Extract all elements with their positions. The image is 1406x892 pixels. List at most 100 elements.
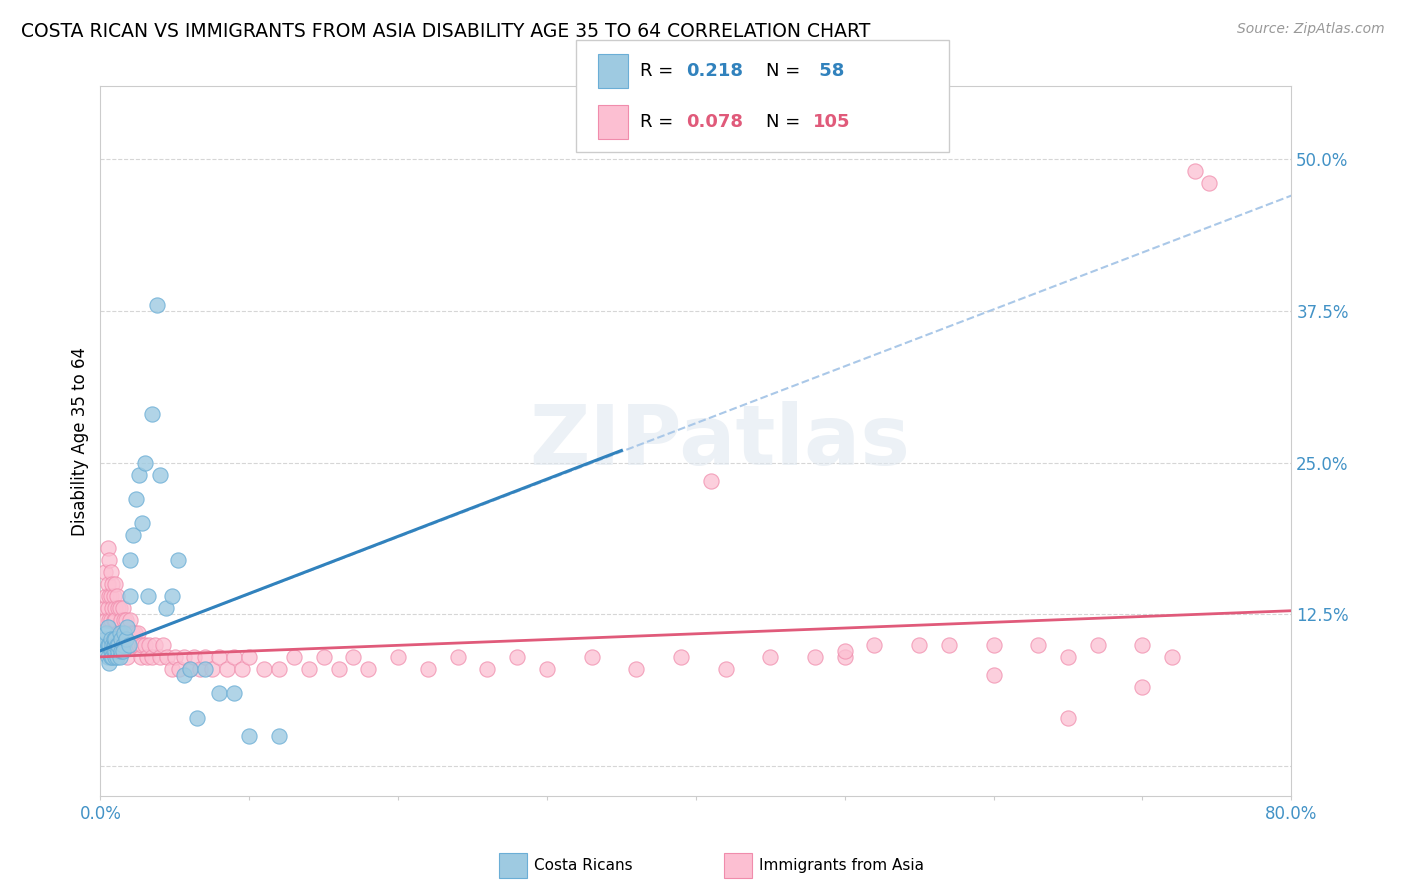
Point <box>149 467 172 482</box>
Point <box>97 619 120 633</box>
Point <box>669 649 692 664</box>
Point <box>107 625 129 640</box>
Point <box>97 649 120 664</box>
Point <box>121 625 143 640</box>
Point <box>96 644 118 658</box>
Point <box>1161 649 1184 664</box>
Point <box>112 614 135 628</box>
Point <box>107 601 129 615</box>
Point <box>97 541 120 555</box>
Point <box>94 638 117 652</box>
Text: 0.078: 0.078 <box>686 113 744 131</box>
Point <box>94 601 117 615</box>
Point <box>115 619 138 633</box>
Point <box>938 638 960 652</box>
Point <box>699 474 721 488</box>
Point <box>100 644 122 658</box>
Point <box>131 516 153 531</box>
Point <box>120 553 142 567</box>
Point <box>112 638 135 652</box>
Point <box>128 638 150 652</box>
Point <box>101 644 124 658</box>
Point <box>834 649 856 664</box>
Point <box>166 553 188 567</box>
Point <box>626 662 648 676</box>
Point <box>124 625 146 640</box>
Point <box>446 649 468 664</box>
Point <box>163 649 186 664</box>
Point <box>108 625 131 640</box>
Point <box>110 614 132 628</box>
Point <box>804 649 827 664</box>
Point <box>134 456 156 470</box>
Point <box>1057 649 1080 664</box>
Point <box>145 638 167 652</box>
Point <box>104 644 127 658</box>
Point <box>103 644 125 658</box>
Point <box>96 625 118 640</box>
Point <box>117 625 139 640</box>
Point <box>983 668 1005 682</box>
Point <box>156 649 179 664</box>
Point <box>201 662 224 676</box>
Point <box>477 662 499 676</box>
Point <box>97 601 120 615</box>
Point <box>173 649 195 664</box>
Point <box>125 638 148 652</box>
Point <box>167 662 190 676</box>
Point <box>100 649 122 664</box>
Point <box>114 632 136 646</box>
Point <box>100 632 122 646</box>
Point <box>98 614 121 628</box>
Point <box>101 638 124 652</box>
Point <box>100 589 122 603</box>
Point <box>104 632 127 646</box>
Point <box>104 638 127 652</box>
Point <box>122 528 145 542</box>
Point <box>104 577 127 591</box>
Point <box>160 589 183 603</box>
Point <box>536 662 558 676</box>
Point <box>1132 638 1154 652</box>
Point <box>152 638 174 652</box>
Point <box>581 649 603 664</box>
Point <box>267 729 290 743</box>
Point <box>117 638 139 652</box>
Point <box>107 644 129 658</box>
Point <box>231 662 253 676</box>
Point <box>100 565 122 579</box>
Point <box>149 649 172 664</box>
Point <box>506 649 529 664</box>
Point <box>115 625 138 640</box>
Point <box>96 589 118 603</box>
Point <box>863 638 886 652</box>
Point <box>107 638 129 652</box>
Point <box>1087 638 1109 652</box>
Point <box>112 625 135 640</box>
Point <box>138 638 160 652</box>
Point <box>1132 680 1154 694</box>
Text: ZIPatlas: ZIPatlas <box>529 401 910 482</box>
Text: 0.218: 0.218 <box>686 62 744 79</box>
Point <box>110 644 132 658</box>
Point <box>98 589 121 603</box>
Point <box>208 686 231 700</box>
Text: R =: R = <box>640 113 679 131</box>
Point <box>97 638 120 652</box>
Point <box>136 589 159 603</box>
Point <box>101 649 124 664</box>
Point <box>103 589 125 603</box>
Point <box>96 614 118 628</box>
Point <box>179 662 201 676</box>
Point <box>357 662 380 676</box>
Point <box>238 729 260 743</box>
Point <box>267 662 290 676</box>
Point <box>1057 710 1080 724</box>
Point <box>128 467 150 482</box>
Point <box>125 491 148 506</box>
Point <box>224 649 246 664</box>
Point <box>298 662 321 676</box>
Point <box>98 553 121 567</box>
Point <box>1184 164 1206 178</box>
Text: R =: R = <box>640 62 679 79</box>
